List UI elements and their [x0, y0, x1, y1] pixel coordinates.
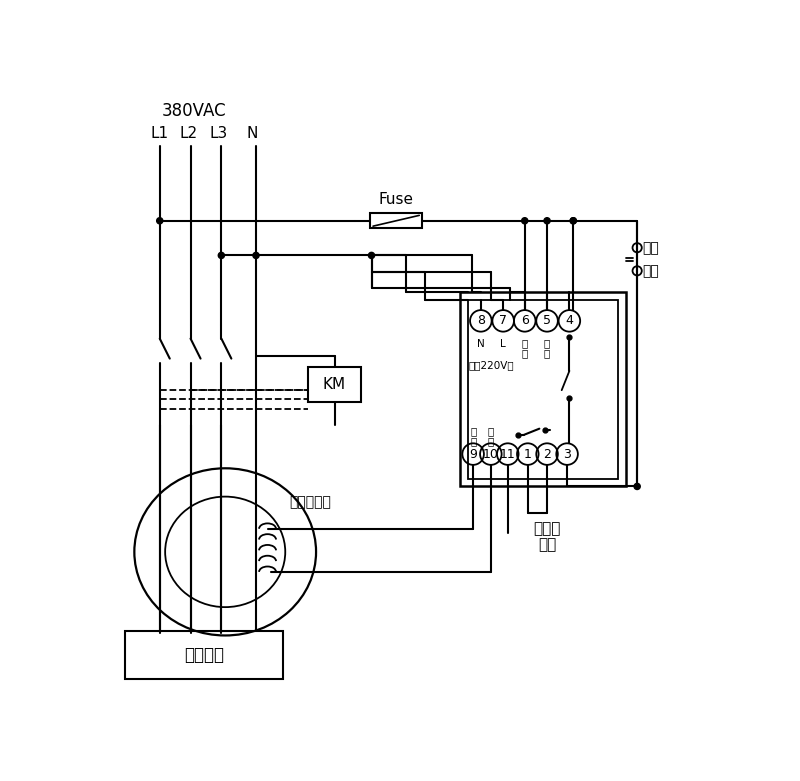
Text: L2: L2	[180, 127, 198, 141]
Text: 零序互感器: 零序互感器	[289, 495, 331, 508]
Circle shape	[570, 218, 576, 224]
Text: 开关: 开关	[642, 264, 659, 278]
Text: 10: 10	[483, 448, 498, 461]
Circle shape	[544, 218, 550, 224]
Text: 接声光: 接声光	[534, 521, 561, 537]
Circle shape	[634, 483, 640, 490]
Circle shape	[253, 252, 259, 259]
Text: 信
号: 信 号	[488, 426, 494, 447]
Text: 3: 3	[563, 448, 571, 461]
Text: 9: 9	[470, 448, 477, 461]
Text: 5: 5	[543, 315, 551, 327]
Text: 11: 11	[500, 448, 516, 461]
Circle shape	[570, 218, 576, 224]
Text: 用户设备: 用户设备	[184, 646, 224, 664]
Bar	[468, 300, 618, 479]
Text: 8: 8	[477, 315, 485, 327]
Circle shape	[369, 252, 374, 259]
Circle shape	[218, 252, 225, 259]
Text: 自锁: 自锁	[642, 241, 659, 255]
Text: 报警: 报警	[538, 537, 556, 551]
Text: 试
验: 试 验	[522, 339, 528, 358]
Bar	[125, 631, 283, 679]
Text: 380VAC: 380VAC	[162, 102, 226, 119]
Text: L: L	[500, 339, 506, 348]
Text: 4: 4	[566, 315, 574, 327]
Text: 电源220V～: 电源220V～	[468, 360, 514, 369]
Text: 试
验: 试 验	[544, 339, 550, 358]
Text: N: N	[477, 339, 485, 348]
Text: L3: L3	[209, 127, 227, 141]
Text: 信
号: 信 号	[470, 426, 476, 447]
Text: KM: KM	[323, 377, 346, 392]
Text: 6: 6	[521, 315, 529, 327]
Text: N: N	[246, 127, 258, 141]
Text: 2: 2	[543, 448, 551, 461]
Text: Fuse: Fuse	[378, 192, 414, 208]
Text: 1: 1	[524, 448, 532, 461]
Bar	[307, 367, 362, 401]
Circle shape	[157, 218, 163, 224]
Circle shape	[522, 218, 528, 224]
Bar	[460, 292, 626, 487]
Bar	[370, 213, 422, 229]
Text: L1: L1	[150, 127, 169, 141]
Text: 7: 7	[499, 315, 507, 327]
